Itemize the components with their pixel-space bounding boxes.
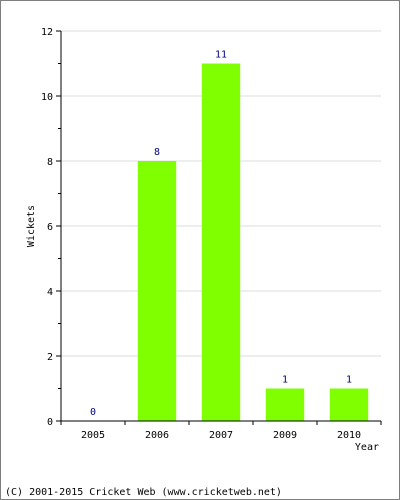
bars [137,63,369,421]
data-label-2006: 8 [154,147,160,158]
bar-2010 [329,388,369,421]
copyright-footer: (C) 2001-2015 Cricket Web (www.cricketwe… [5,487,282,498]
x-axis-label: Year [355,442,379,453]
x-tick-label-2005: 2005 [81,430,105,441]
y-tick-label: 8 [47,157,53,168]
y-axis-label: Wickets [26,205,37,247]
y-tick-label: 2 [47,352,53,363]
y-tick-label: 0 [47,417,53,428]
bar-2009 [265,388,305,421]
data-label-2007: 11 [215,50,227,61]
x-tick-label-2009: 2009 [273,430,297,441]
x-tick-label-2007: 2007 [209,430,233,441]
x-tick-label-2010: 2010 [337,430,361,441]
y-tick-label: 12 [41,27,53,38]
data-label-2010: 1 [346,375,352,386]
y-tick-label: 6 [47,222,53,233]
y-axis-ticks: 0 2 4 6 8 10 12 [41,27,61,428]
data-label-2005: 0 [90,407,96,418]
bar-2006 [137,161,177,421]
bar-2007 [201,63,241,421]
data-label-2009: 1 [282,375,288,386]
y-tick-label: 10 [41,92,53,103]
y-tick-label: 4 [47,287,53,298]
x-axis-ticks: 2005 2006 2007 2009 2010 [60,421,382,441]
x-tick-label-2006: 2006 [145,430,169,441]
